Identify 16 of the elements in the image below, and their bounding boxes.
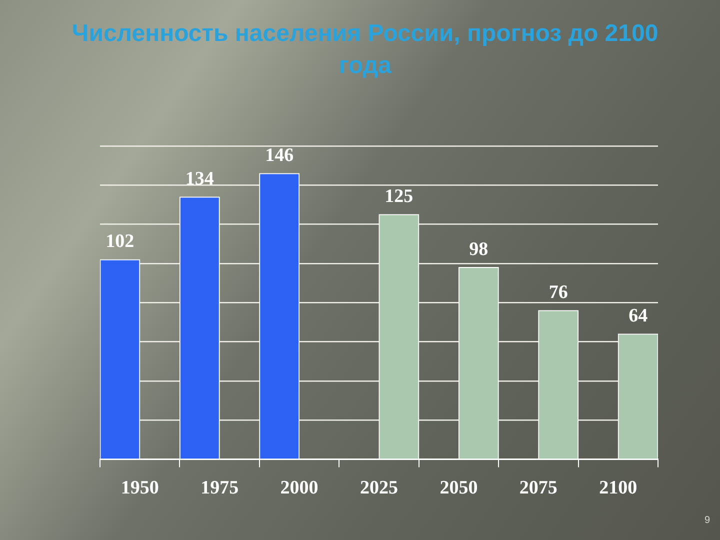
x-tick-label: 2100 [599, 478, 638, 499]
data-label: 146 [265, 144, 294, 166]
text: 9 [704, 515, 710, 526]
x-tick-label: 2000 [280, 478, 318, 499]
x-tick-label: 2025 [360, 478, 398, 499]
x-tick-label: 2050 [440, 478, 478, 499]
x-tick-label: 2075 [519, 478, 558, 499]
chart-title: Численность населения России, прогноз до 2100 года [70, 19, 660, 81]
data-label: 76 [548, 282, 568, 303]
x-tick-label: 1950 [120, 478, 159, 499]
data-label: 134 [185, 168, 214, 190]
data-label: 125 [384, 186, 414, 207]
data-label: 98 [469, 238, 488, 260]
data-label: 102 [106, 230, 134, 252]
data-label: 64 [628, 305, 648, 326]
x-tick-label: 1975 [200, 478, 239, 499]
